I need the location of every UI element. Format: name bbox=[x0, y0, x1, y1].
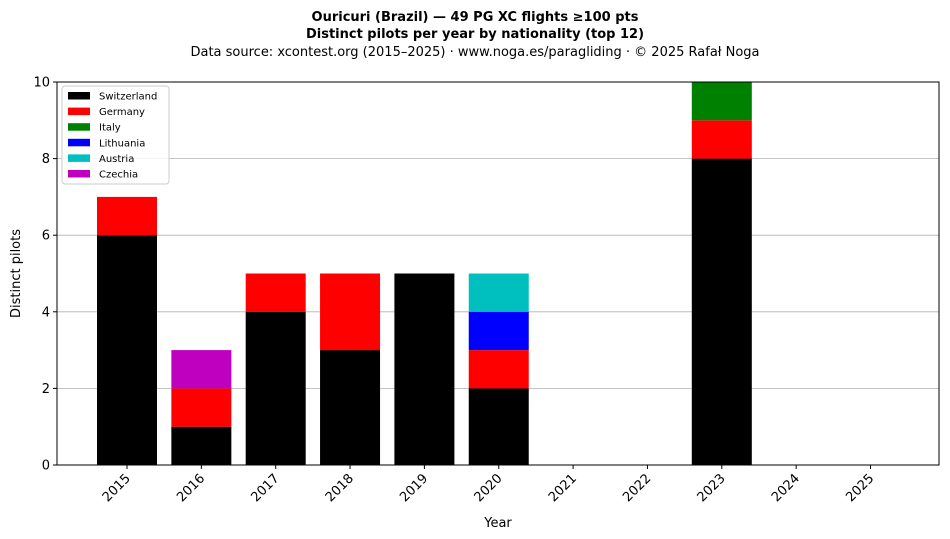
legend-label-italy: Italy bbox=[99, 123, 121, 134]
legend-swatch-germany bbox=[68, 107, 90, 116]
legend-swatch-austria bbox=[68, 154, 90, 162]
y-tick-label: 8 bbox=[42, 152, 50, 167]
bar-austria-2020 bbox=[468, 273, 529, 312]
bar-switzerland-2019 bbox=[394, 273, 455, 465]
bar-germany-2016 bbox=[171, 388, 232, 427]
y-axis-label: Distinct pilots bbox=[9, 229, 24, 318]
legend-swatch-czechia bbox=[68, 170, 90, 178]
x-tick-label: 2016 bbox=[174, 471, 208, 505]
legend-label-lithuania: Lithuania bbox=[99, 138, 145, 149]
bar-switzerland-2017 bbox=[245, 311, 306, 465]
x-tick-label: 2020 bbox=[472, 471, 506, 505]
x-tick-label: 2019 bbox=[397, 471, 431, 505]
bar-switzerland-2023 bbox=[691, 158, 752, 465]
legend-label-germany: Germany bbox=[99, 107, 145, 118]
bar-lithuania-2020 bbox=[468, 311, 529, 351]
x-axis: 2015 2016 2017 2018 2019 2020 2021 2022 2023 2024… bbox=[100, 465, 877, 505]
y-axis: 0 2 4 6 8 10 bbox=[33, 76, 57, 474]
legend-swatch-switzerland bbox=[68, 92, 90, 100]
x-tick-label: 2022 bbox=[620, 471, 654, 505]
y-tick-label: 2 bbox=[42, 382, 50, 397]
bar-germany-2020 bbox=[468, 350, 529, 389]
bar-switzerland-2018 bbox=[320, 350, 381, 465]
bar-germany-2023 bbox=[691, 120, 752, 159]
x-tick-label: 2025 bbox=[843, 471, 877, 505]
bar-germany-2017 bbox=[245, 273, 306, 312]
chart-subtitle: Distinct pilots per year by nationality … bbox=[306, 27, 644, 42]
bar-switzerland-2015 bbox=[97, 235, 157, 465]
y-tick-label: 6 bbox=[42, 229, 50, 244]
chart-title: Ouricuri (Brazil) — 49 PG XC flights ≥10… bbox=[312, 10, 639, 25]
bar-italy-2023 bbox=[691, 82, 752, 121]
legend-swatch-lithuania bbox=[68, 138, 90, 147]
x-tick-label: 2018 bbox=[323, 471, 357, 505]
legend: Switzerland Germany Italy Lithuania Austria C… bbox=[61, 85, 170, 185]
bar-switzerland-2020 bbox=[468, 388, 529, 465]
bar-germany-2018 bbox=[320, 273, 381, 351]
bar-czechia-2016 bbox=[171, 350, 232, 389]
y-tick-label: 10 bbox=[33, 76, 50, 91]
y-tick-label: 0 bbox=[42, 459, 50, 474]
legend-label-switzerland: Switzerland bbox=[99, 92, 157, 103]
x-tick-label: 2021 bbox=[546, 471, 580, 505]
x-tick-label: 2024 bbox=[769, 471, 803, 505]
bar-switzerland-2016 bbox=[171, 426, 232, 465]
legend-label-czechia: Czechia bbox=[99, 170, 138, 181]
y-tick-label: 4 bbox=[42, 305, 50, 320]
x-tick-label: 2023 bbox=[695, 471, 729, 505]
legend-swatch-italy bbox=[68, 123, 90, 131]
x-axis-label: Year bbox=[483, 516, 512, 531]
plot-frame bbox=[56, 81, 940, 466]
x-tick-label: 2015 bbox=[100, 471, 134, 505]
legend-label-austria: Austria bbox=[99, 154, 134, 165]
bar-germany-2015 bbox=[97, 196, 157, 236]
x-tick-label: 2017 bbox=[249, 471, 283, 505]
chart-source: Data source: xcontest.org (2015–2025) · … bbox=[190, 45, 759, 60]
bars bbox=[97, 82, 752, 465]
